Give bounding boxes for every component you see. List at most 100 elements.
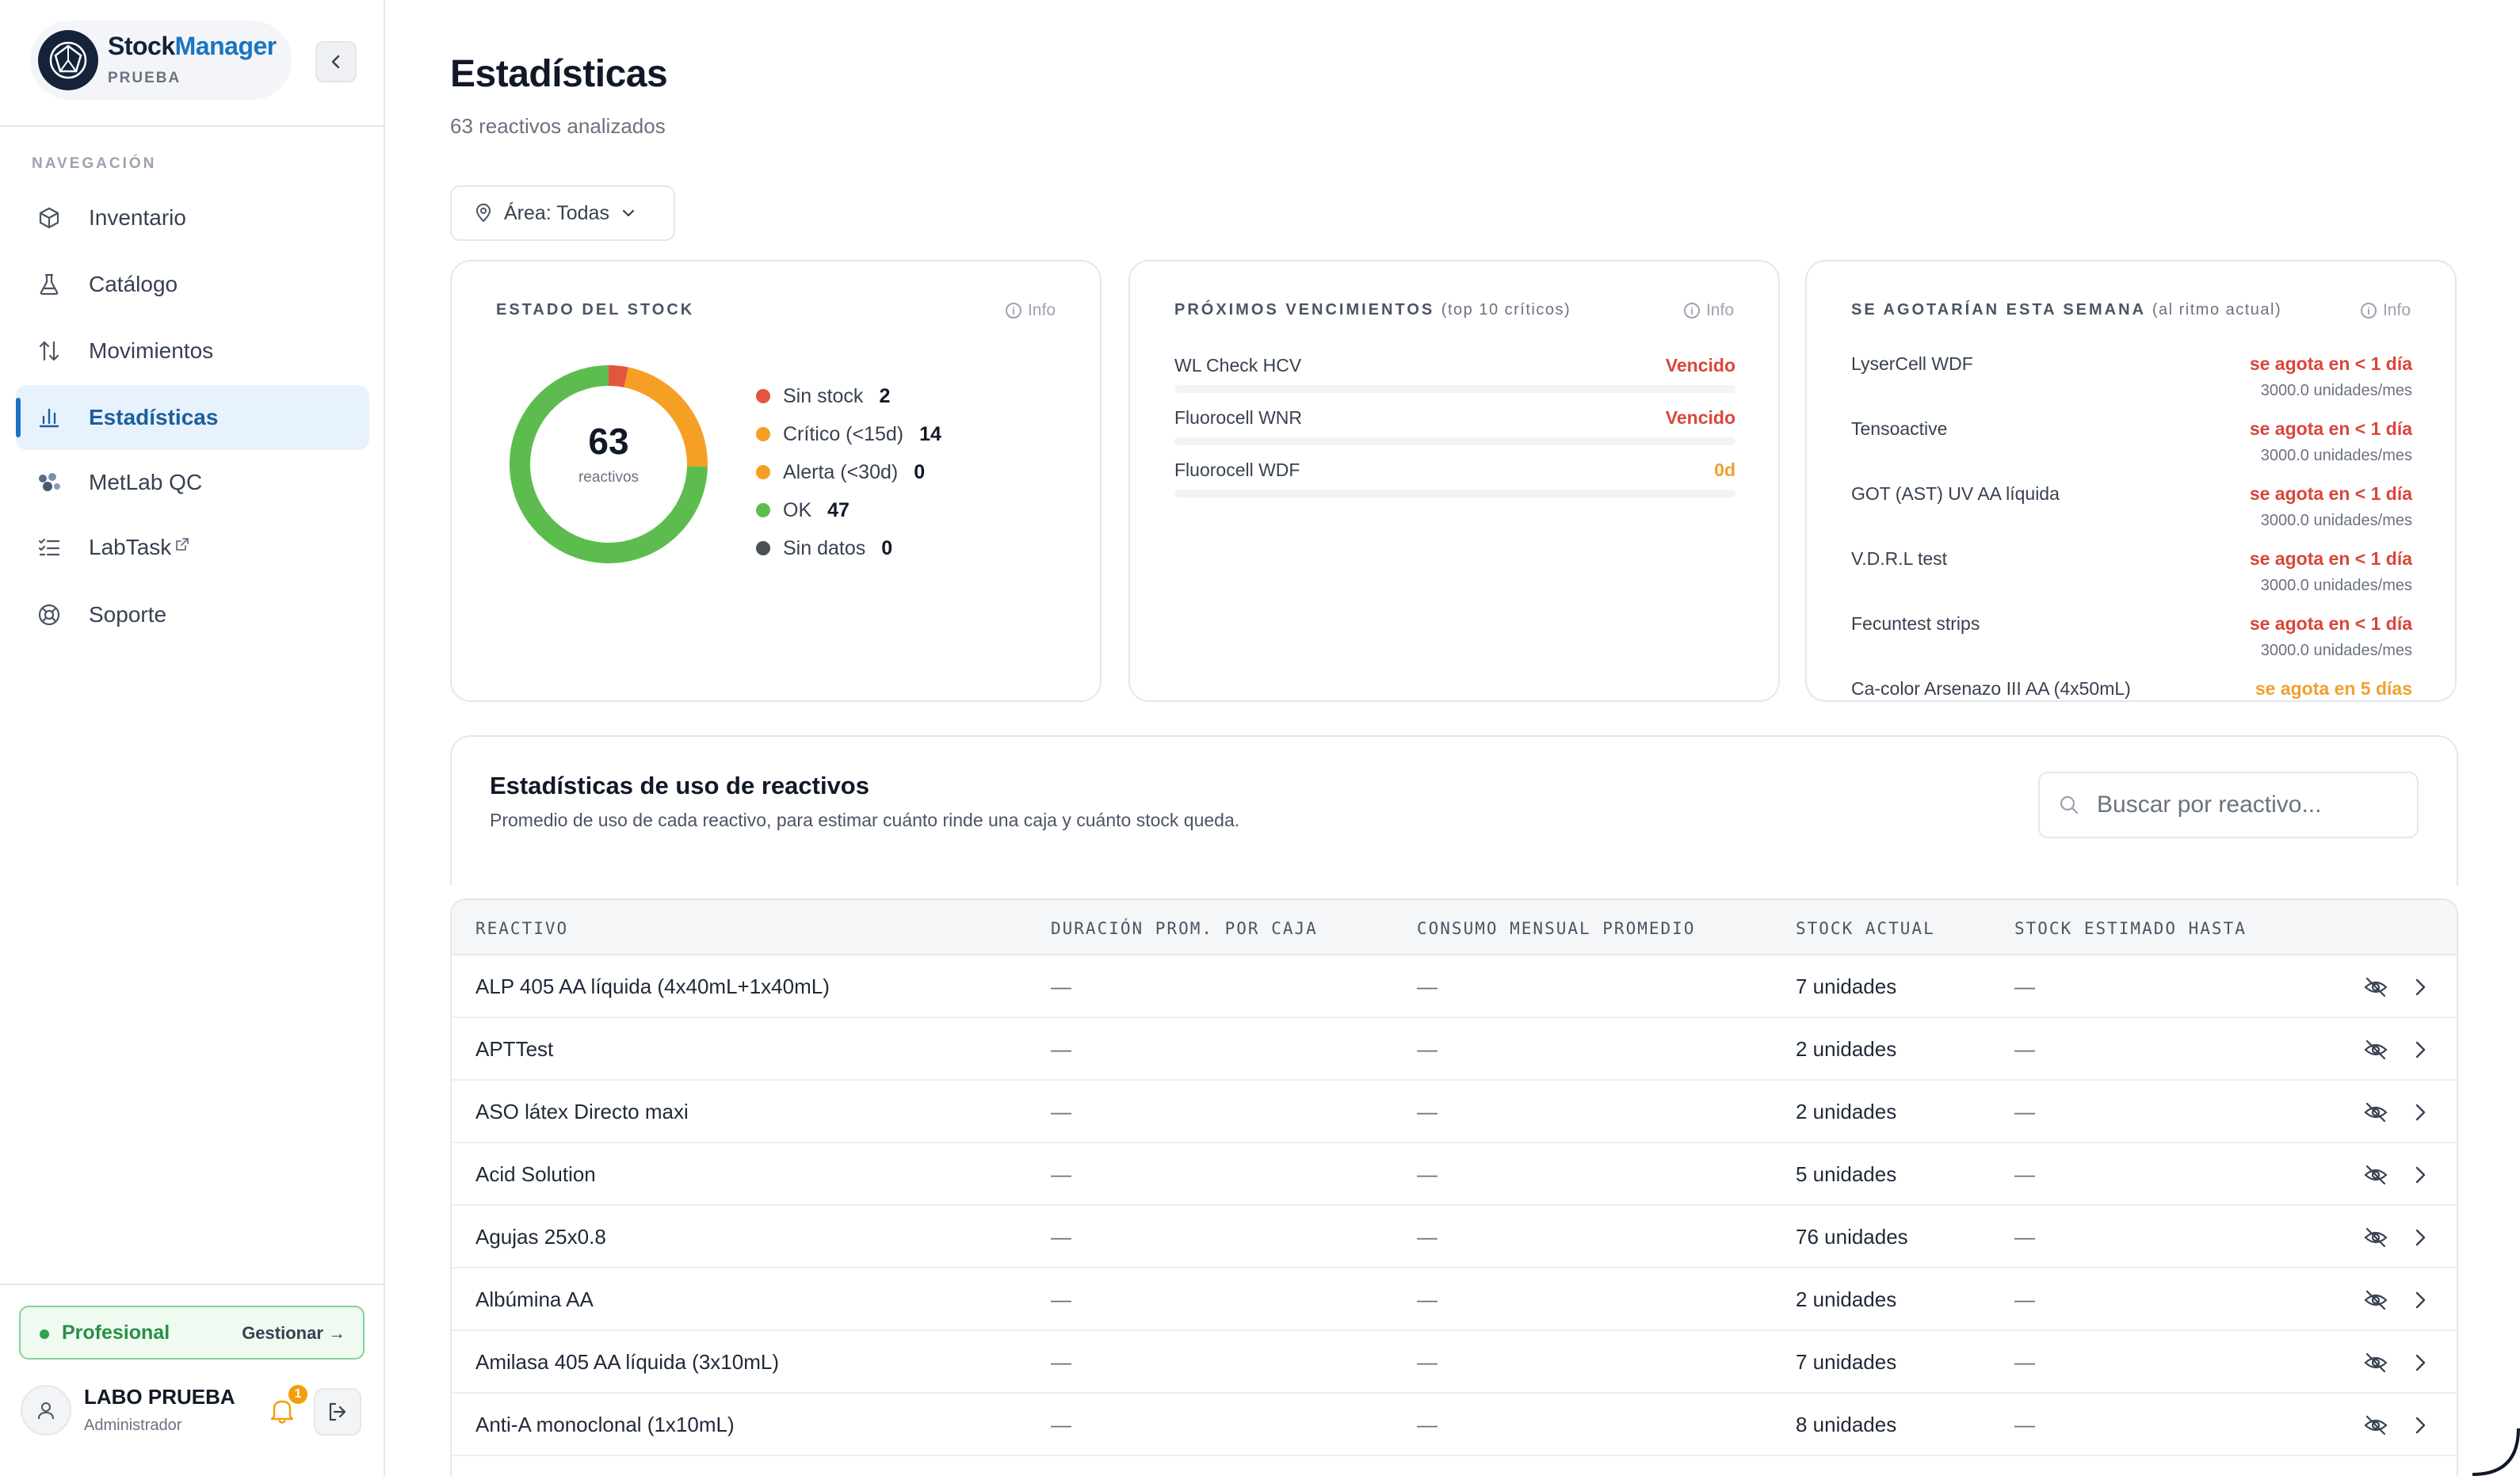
lifebuoy-icon: [35, 601, 63, 629]
search-input[interactable]: [2097, 791, 2398, 818]
list-item[interactable]: LyserCell WDF se agota en < 1 día 3000.0 u…: [1851, 353, 2412, 399]
eye-off-icon[interactable]: [2363, 1287, 2388, 1313]
column-header-stock[interactable]: STOCK ACTUAL: [1796, 919, 1935, 938]
expiration-progress-bar: [1174, 385, 1735, 393]
cell-consumo: —: [1417, 1225, 1438, 1249]
list-item[interactable]: WL Check HCV Vencido: [1174, 350, 1735, 402]
info-button[interactable]: i Info: [1683, 301, 1734, 320]
notifications-button[interactable]: [266, 1394, 298, 1426]
eye-off-icon[interactable]: [2363, 1350, 2388, 1375]
cell-reactivo: ASO látex Directo maxi: [475, 1100, 689, 1123]
nav-item-inventario[interactable]: Inventario: [16, 185, 369, 250]
column-header-estimado[interactable]: STOCK ESTIMADO HASTA: [2014, 919, 2247, 938]
cell-reactivo: Amilasa 405 AA líquida (3x10mL): [475, 1350, 779, 1374]
eye-off-icon[interactable]: [2363, 1162, 2388, 1188]
cell-consumo: —: [1417, 1100, 1438, 1123]
nav-item-movimientos[interactable]: Movimientos: [16, 318, 369, 383]
table-row[interactable]: ALP 405 AA líquida (4x40mL+1x40mL) — — 7 un…: [452, 955, 2457, 1018]
chevron-right-icon[interactable]: [2409, 1226, 2431, 1249]
nav-item-soporte[interactable]: Soporte: [16, 582, 369, 647]
plan-name: Profesional: [62, 1322, 170, 1344]
table-row[interactable]: ASO látex Directo maxi — — 2 unidades —: [452, 1081, 2457, 1143]
chevron-right-icon[interactable]: [2409, 1289, 2431, 1311]
cell-duracion: —: [1051, 1287, 1071, 1311]
logout-button[interactable]: [314, 1388, 361, 1436]
nav-item-metlab-qc[interactable]: MetLab QC: [16, 450, 369, 515]
chevron-right-icon[interactable]: [2409, 976, 2431, 998]
depletion-card: SE AGOTARÍAN ESTA SEMANA (al ritmo actua…: [1805, 260, 2457, 702]
chevron-right-icon[interactable]: [2409, 1101, 2431, 1123]
cell-estimado: —: [2014, 1100, 2035, 1123]
list-item[interactable]: Ca-color Arsenazo III AA (4x50mL) se agot…: [1851, 678, 2412, 699]
manage-plan-link[interactable]: Gestionar →: [242, 1323, 346, 1343]
area-filter-dropdown[interactable]: Área: Todas: [450, 185, 675, 241]
legend-dot: [756, 541, 770, 555]
expiration-progress-bar: [1174, 490, 1735, 498]
eye-off-icon[interactable]: [2363, 1225, 2388, 1250]
user-icon: [38, 1402, 54, 1420]
cell-stock: 2 unidades: [1796, 1287, 1897, 1311]
legend-dot: [756, 389, 770, 403]
table-header: REACTIVO DURACIÓN PROM. POR CAJA CONSUMO…: [452, 900, 2457, 955]
chevron-right-icon[interactable]: [2409, 1352, 2431, 1374]
eye-off-icon[interactable]: [2363, 1413, 2388, 1438]
stock-donut-chart: [510, 365, 708, 563]
chevron-right-icon[interactable]: [2409, 1039, 2431, 1061]
cell-stock: 8 unidades: [1796, 1413, 1897, 1436]
brand-name: StockManager: [108, 32, 277, 60]
sidebar-bottom-divider: [0, 1283, 384, 1285]
list-item[interactable]: Fecuntest strips se agota en < 1 día 3000.…: [1851, 613, 2412, 659]
table-row[interactable]: Anti-A monoclonal (1x10mL) — — 8 unidades —: [452, 1394, 2457, 1456]
column-header-reactivo[interactable]: REACTIVO: [475, 919, 569, 938]
search-box[interactable]: [2038, 772, 2419, 838]
cell-stock: 76 unidades: [1796, 1225, 1908, 1249]
column-header-duracion[interactable]: DURACIÓN PROM. POR CAJA: [1051, 919, 1318, 938]
cell-stock: 7 unidades: [1796, 974, 1897, 998]
eye-off-icon[interactable]: [2363, 1100, 2388, 1125]
cell-estimado: —: [2014, 1225, 2035, 1249]
info-button[interactable]: i Info: [1005, 301, 1056, 320]
chevron-right-icon[interactable]: [2409, 1414, 2431, 1436]
cell-consumo: —: [1417, 1413, 1438, 1436]
card-title: ESTADO DEL STOCK: [496, 301, 695, 318]
plan-badge[interactable]: Profesional Gestionar →: [19, 1306, 365, 1360]
cell-stock: 7 unidades: [1796, 1350, 1897, 1374]
avatar[interactable]: [21, 1385, 71, 1436]
donut-total-label: reactivos: [578, 469, 640, 486]
nav-item-labtask[interactable]: LabTask: [16, 515, 369, 580]
list-item[interactable]: GOT (AST) UV AA líquida se agota en < 1 d…: [1851, 483, 2412, 529]
eye-off-icon[interactable]: [2363, 974, 2388, 1000]
eye-off-icon[interactable]: [2363, 1037, 2388, 1062]
nav-item-estadisticas[interactable]: Estadísticas: [16, 385, 369, 450]
collapse-sidebar-button[interactable]: [315, 41, 357, 82]
info-button[interactable]: i Info: [2360, 301, 2411, 320]
donut-total: 63: [588, 421, 629, 462]
column-header-consumo[interactable]: CONSUMO MENSUAL PROMEDIO: [1417, 919, 1696, 938]
table-row[interactable]: Agujas 25x0.8 — — 76 unidades —: [452, 1206, 2457, 1268]
cell-duracion: —: [1051, 974, 1071, 998]
nav-item-catalogo[interactable]: Catálogo: [16, 252, 369, 317]
table-row[interactable]: APTTest — — 2 unidades —: [452, 1018, 2457, 1081]
cell-duracion: —: [1051, 1225, 1071, 1249]
cell-estimado: —: [2014, 1162, 2035, 1186]
cell-duracion: —: [1051, 1100, 1071, 1123]
nav-item-label: Inventario: [89, 205, 186, 230]
list-item[interactable]: Fluorocell WNR Vencido: [1174, 402, 1735, 455]
legend-dot: [756, 465, 770, 479]
nav-item-label: Soporte: [89, 602, 167, 627]
logout-icon: [329, 1402, 346, 1421]
card-title: PRÓXIMOS VENCIMIENTOS (top 10 críticos): [1174, 301, 1571, 318]
table-row[interactable]: Acid Solution — — 5 unidades —: [452, 1143, 2457, 1206]
chevron-right-icon[interactable]: [2409, 1164, 2431, 1186]
arrows-updown-icon: [35, 337, 63, 365]
chevron-down-icon: [622, 209, 635, 217]
list-item[interactable]: V.D.R.L test se agota en < 1 día 3000.0 un…: [1851, 548, 2412, 594]
cell-reactivo: Albúmina AA: [475, 1287, 594, 1311]
list-item[interactable]: Fluorocell WDF 0d: [1174, 455, 1735, 507]
map-pin-icon: [475, 204, 491, 223]
brand[interactable]: StockManager PRUEBA: [30, 21, 292, 100]
table-row[interactable]: Amilasa 405 AA líquida (3x10mL) — — 7 unida…: [452, 1331, 2457, 1394]
list-item[interactable]: Tensoactive se agota en < 1 día 3000.0 uni…: [1851, 418, 2412, 464]
brand-environment: PRUEBA: [108, 70, 181, 86]
table-row[interactable]: Albúmina AA — — 2 unidades —: [452, 1268, 2457, 1331]
